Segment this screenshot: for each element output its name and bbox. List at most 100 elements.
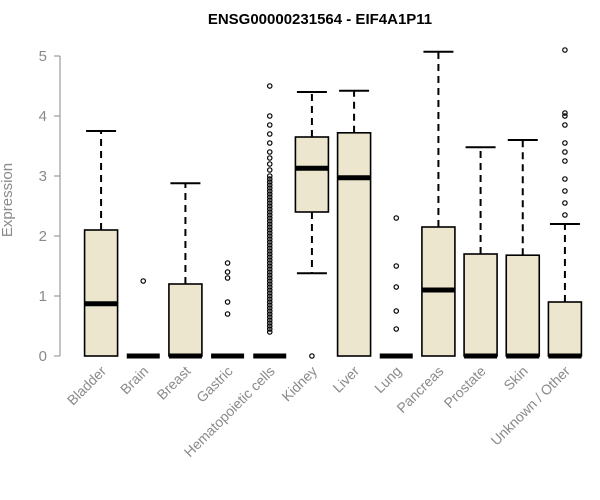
outlier-point xyxy=(224,260,231,266)
outlier-point xyxy=(266,284,273,290)
outlier-point xyxy=(266,185,273,191)
outlier-point xyxy=(266,248,273,254)
box-pancreas xyxy=(421,50,456,357)
outlier-point xyxy=(266,326,273,332)
outlier-point xyxy=(266,287,273,293)
outlier-point xyxy=(224,299,231,305)
outlier-point xyxy=(266,305,273,311)
chart-title: ENSG00000231564 - EIF4A1P11 xyxy=(208,11,432,28)
outlier-point xyxy=(266,236,273,242)
y-tick-label: 3 xyxy=(39,168,47,185)
outlier-point xyxy=(266,308,273,314)
x-category-label: Brain xyxy=(117,363,151,397)
box-breast xyxy=(168,182,203,359)
x-category-label: Skin xyxy=(500,363,531,394)
boxes xyxy=(83,47,583,359)
outlier-point xyxy=(266,239,273,245)
x-category-label: Prostate xyxy=(441,363,489,411)
outlier-point xyxy=(266,314,273,320)
outlier-point xyxy=(266,194,273,200)
box-gastric xyxy=(211,260,245,359)
outlier-point xyxy=(393,326,400,332)
x-category-label: Unknown / Other xyxy=(487,363,573,449)
outlier-point xyxy=(266,215,273,221)
outlier-point xyxy=(266,197,273,203)
iqr-box xyxy=(168,283,203,357)
outlier-point xyxy=(266,212,273,218)
x-category-label: Breast xyxy=(154,363,194,403)
outlier-point xyxy=(224,269,231,275)
y-axis-label: Expression xyxy=(0,163,16,237)
y-tick-label: 5 xyxy=(39,48,47,65)
outlier-point xyxy=(562,158,568,164)
outlier-point xyxy=(266,299,273,305)
outlier-point xyxy=(266,323,273,329)
y-tick-label: 2 xyxy=(39,228,47,245)
outlier-point xyxy=(562,47,568,53)
outlier-point xyxy=(393,215,400,221)
outlier-point xyxy=(266,329,273,335)
y-tick-label: 4 xyxy=(39,108,47,125)
iqr-box xyxy=(505,254,541,357)
outlier-point xyxy=(562,113,568,119)
outlier-point xyxy=(140,278,147,284)
outlier-point xyxy=(266,266,273,272)
iqr-box xyxy=(294,136,330,213)
outlier-point xyxy=(266,311,273,317)
box-prostate xyxy=(463,146,498,359)
outlier-point xyxy=(309,353,315,359)
box-brain xyxy=(126,278,160,359)
outlier-point xyxy=(393,263,400,269)
iqr-box xyxy=(547,301,583,357)
x-category-label: Pancreas xyxy=(393,363,446,416)
x-category-label: Liver xyxy=(329,363,362,396)
outlier-point xyxy=(266,242,273,248)
outlier-point xyxy=(266,161,273,167)
outlier-point xyxy=(266,269,273,275)
outlier-point xyxy=(266,275,273,281)
y-tick-label: 0 xyxy=(39,348,47,365)
outlier-point xyxy=(266,218,273,224)
box-skin xyxy=(505,139,541,359)
outlier-point xyxy=(266,182,273,188)
outlier-point xyxy=(266,263,273,269)
outlier-point xyxy=(266,227,273,233)
outlier-point xyxy=(266,254,273,260)
outlier-point xyxy=(562,188,568,194)
outlier-point xyxy=(266,200,273,206)
outlier-point xyxy=(266,281,273,287)
x-category-label: Bladder xyxy=(64,363,110,409)
box-lung xyxy=(379,215,413,359)
outlier-point xyxy=(266,209,273,215)
x-category-label: Lung xyxy=(371,363,404,396)
outlier-point xyxy=(266,251,273,257)
outlier-point xyxy=(266,191,273,197)
outlier-point xyxy=(562,176,568,182)
box-bladder xyxy=(83,130,119,357)
outlier-point xyxy=(266,260,273,266)
outlier-point xyxy=(266,245,273,251)
iqr-box xyxy=(463,253,498,357)
outlier-point xyxy=(266,320,273,326)
outlier-point xyxy=(266,221,273,227)
outlier-point xyxy=(562,212,568,218)
outlier-point xyxy=(266,206,273,212)
box-unknown-other xyxy=(547,47,583,359)
outlier-point xyxy=(266,131,273,137)
outlier-point xyxy=(266,113,273,119)
iqr-box xyxy=(336,132,372,357)
box-kidney xyxy=(294,91,330,359)
outlier-point xyxy=(266,224,273,230)
outlier-point xyxy=(224,311,231,317)
outlier-point xyxy=(562,140,568,146)
outlier-point xyxy=(266,155,273,161)
outlier-point xyxy=(224,275,231,281)
iqr-box xyxy=(83,229,119,357)
outlier-point xyxy=(266,290,273,296)
outlier-point xyxy=(562,149,568,155)
outlier-point xyxy=(266,122,273,128)
outlier-point xyxy=(266,302,273,308)
y-tick-label: 1 xyxy=(39,288,47,305)
outlier-point xyxy=(266,140,273,146)
